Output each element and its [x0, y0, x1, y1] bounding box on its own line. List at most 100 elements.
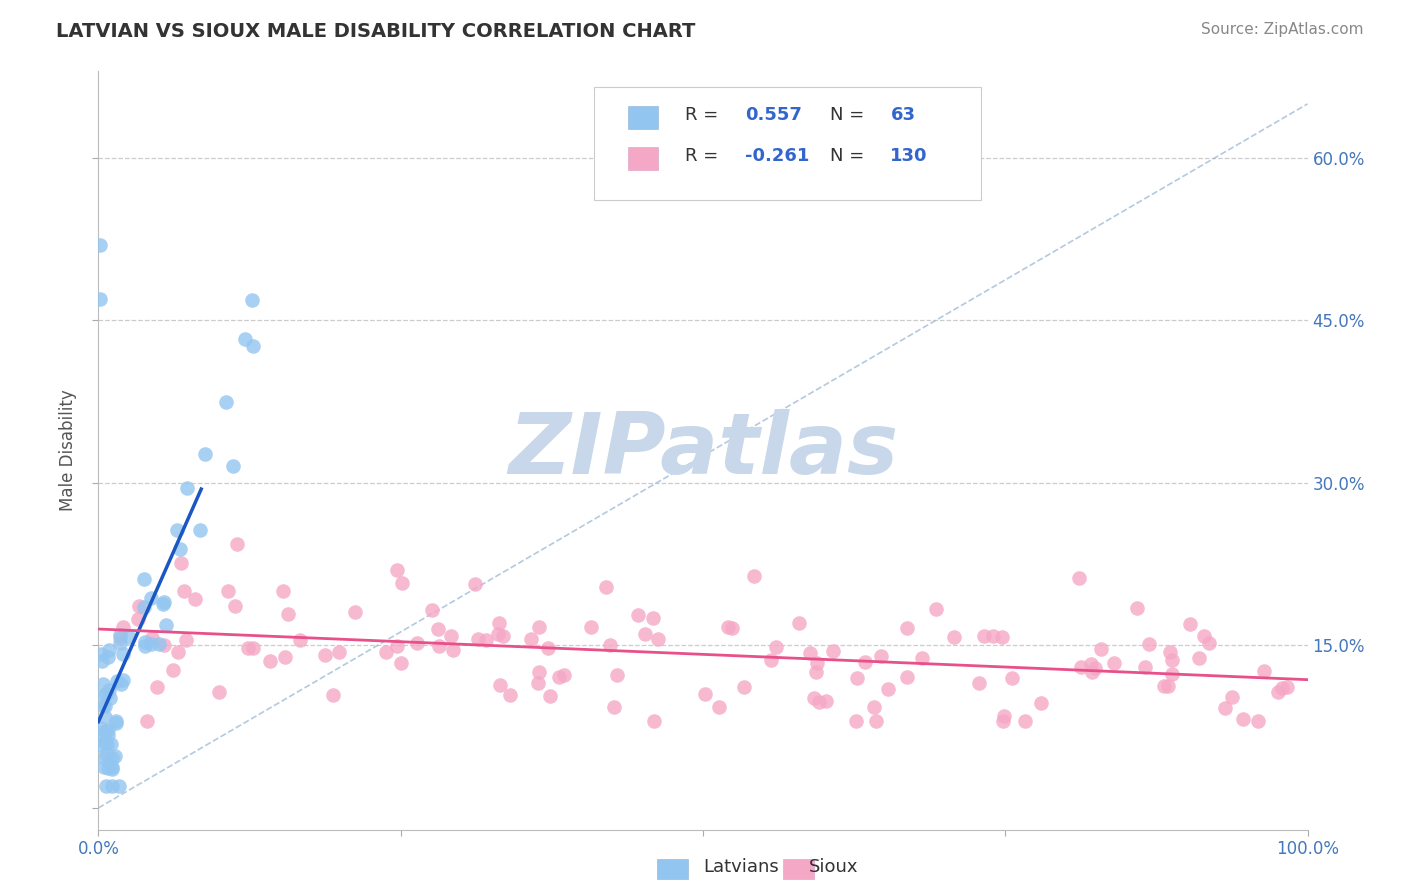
Point — [579, 620, 602, 634]
Point — [1081, 665, 1104, 680]
Point — [152, 594, 174, 608]
Point — [375, 644, 398, 658]
Point — [104, 749, 127, 764]
FancyBboxPatch shape — [595, 87, 981, 201]
Point — [104, 716, 127, 731]
Point — [1001, 671, 1024, 685]
Point — [110, 677, 132, 691]
Text: Source: ZipAtlas.com: Source: ZipAtlas.com — [1201, 22, 1364, 37]
Point — [96, 779, 118, 793]
Point — [862, 700, 884, 714]
Point — [527, 620, 550, 634]
Point — [170, 556, 193, 570]
Point — [1159, 645, 1181, 659]
Point — [128, 599, 150, 613]
Point — [787, 616, 810, 631]
Point — [925, 602, 948, 616]
Y-axis label: Male Disability: Male Disability — [59, 390, 77, 511]
Point — [806, 665, 828, 679]
Point — [1275, 680, 1298, 694]
Point — [105, 673, 128, 688]
Point — [141, 637, 163, 651]
Point — [641, 611, 664, 625]
Point — [117, 630, 139, 644]
Point — [814, 694, 837, 708]
Point — [343, 606, 366, 620]
Point — [111, 673, 134, 688]
Point — [1084, 661, 1107, 675]
Point — [100, 760, 122, 774]
Point — [821, 644, 844, 658]
Point — [89, 722, 111, 736]
Point — [132, 572, 155, 586]
Point — [97, 728, 120, 742]
Point — [94, 735, 117, 749]
Text: 63: 63 — [890, 106, 915, 124]
Point — [98, 682, 121, 697]
Text: -0.261: -0.261 — [745, 147, 810, 165]
Point — [89, 292, 111, 306]
Point — [134, 640, 156, 654]
Point — [486, 626, 509, 640]
Point — [385, 640, 408, 654]
Point — [146, 680, 169, 694]
FancyBboxPatch shape — [628, 147, 658, 169]
Point — [184, 591, 207, 606]
Point — [527, 676, 550, 690]
Point — [1253, 664, 1275, 678]
Point — [101, 751, 124, 765]
Point — [981, 629, 1004, 643]
Text: 130: 130 — [890, 147, 928, 165]
Point — [152, 597, 174, 611]
Point — [328, 644, 350, 658]
Point — [226, 537, 249, 551]
Point — [993, 714, 1015, 729]
Point — [93, 688, 115, 702]
Point — [626, 607, 648, 622]
Point — [406, 636, 429, 650]
Point — [441, 643, 464, 657]
Point — [127, 612, 149, 626]
Text: Latvians: Latvians — [703, 858, 779, 876]
Point — [101, 779, 124, 793]
Point — [464, 577, 486, 591]
Point — [236, 640, 259, 655]
Point — [1157, 679, 1180, 693]
Point — [135, 714, 157, 729]
Point — [870, 649, 893, 664]
Point — [488, 615, 510, 630]
Point — [242, 640, 264, 655]
Point — [721, 622, 744, 636]
FancyBboxPatch shape — [628, 106, 658, 128]
Point — [695, 687, 717, 701]
Point — [111, 648, 134, 662]
Point — [1198, 635, 1220, 649]
Point — [1188, 650, 1211, 665]
Point — [717, 620, 740, 634]
Point — [322, 688, 344, 702]
Point — [89, 237, 111, 252]
Point — [1137, 637, 1160, 651]
Point — [233, 332, 256, 346]
Point — [1213, 701, 1236, 715]
Point — [759, 653, 782, 667]
Text: R =: R = — [685, 147, 718, 165]
Point — [547, 670, 569, 684]
Point — [877, 682, 900, 697]
Point — [134, 635, 156, 649]
Point — [155, 618, 177, 632]
Point — [733, 680, 755, 694]
Point — [643, 714, 665, 729]
Point — [973, 629, 995, 643]
Point — [273, 650, 295, 665]
Point — [389, 656, 412, 670]
Point — [634, 626, 657, 640]
Point — [101, 762, 124, 776]
Point — [806, 656, 828, 670]
Point — [896, 621, 918, 635]
Point — [1080, 657, 1102, 672]
Point — [707, 700, 730, 714]
Point — [467, 632, 489, 647]
Point — [91, 699, 114, 714]
Point — [134, 600, 156, 615]
